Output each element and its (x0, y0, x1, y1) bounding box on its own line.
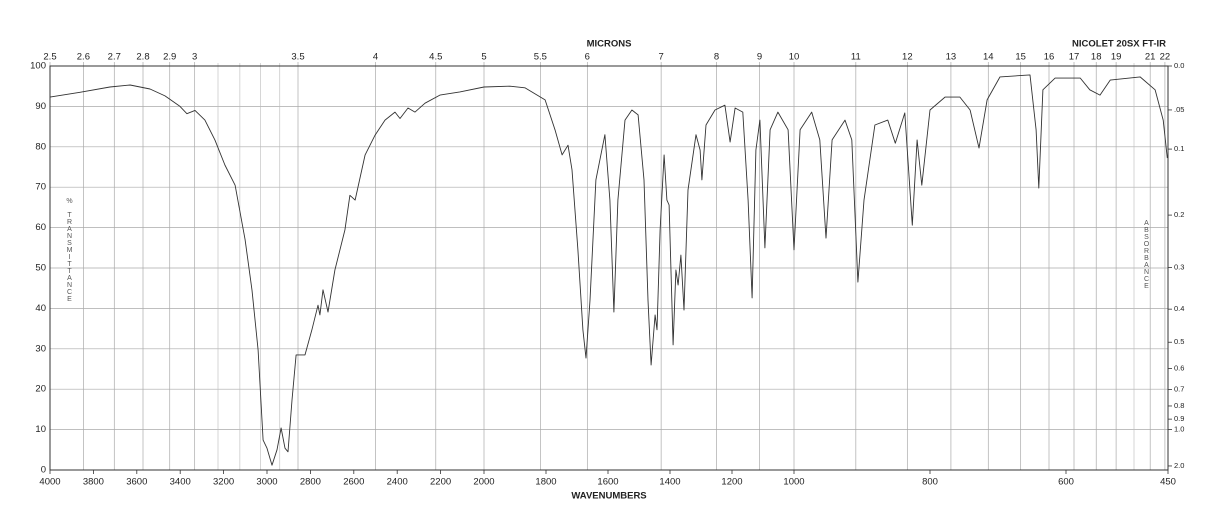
x2-tick-label: 19 (1111, 52, 1122, 63)
y-tick-label: 30 (35, 343, 46, 354)
y2-tick-label: 0.2 (1174, 210, 1184, 219)
x-tick-label: 2800 (300, 477, 321, 488)
x-tick-label: 4000 (39, 477, 60, 488)
x-tick-label: 1600 (597, 477, 618, 488)
y-tick-label: 40 (35, 303, 46, 314)
x2-axis-label: MICRONS (587, 39, 632, 50)
x2-tick-label: 2.5 (43, 52, 56, 63)
y-tick-label: 60 (35, 222, 46, 233)
y2-tick-label: 0.7 (1174, 384, 1184, 393)
x2-tick-label: 18 (1091, 52, 1102, 63)
x2-tick-label: 22 (1160, 52, 1171, 63)
x-tick-label: 3800 (83, 477, 104, 488)
y2-tick-label: 1.0 (1174, 425, 1184, 434)
y2-tick-label: .05 (1174, 105, 1184, 114)
y-tick-label: 80 (35, 141, 46, 152)
x-axis-label: WAVENUMBERS (571, 491, 646, 502)
y-axis-label: % TRANSMITTANCE (66, 198, 73, 303)
x-tick-label: 3600 (126, 477, 147, 488)
x2-tick-label: 21 (1145, 52, 1156, 63)
x2-tick-label: 11 (851, 52, 861, 63)
x2-tick-label: 10 (789, 52, 800, 63)
x2-tick-label: 6 (585, 52, 590, 63)
x-tick-label: 2400 (387, 477, 408, 488)
y2-axis-label: ABSORBANCE (1143, 220, 1150, 290)
x-tick-label: 3400 (170, 477, 191, 488)
x2-tick-label: 13 (946, 52, 957, 63)
x2-tick-label: 5 (481, 52, 486, 63)
x2-tick-label: 3 (192, 52, 197, 63)
x-tick-label: 2200 (430, 477, 451, 488)
x2-tick-label: 2.9 (163, 52, 176, 63)
y2-tick-label: 0.8 (1174, 401, 1184, 410)
y2-tick-label: 0.5 (1174, 337, 1184, 346)
y2-tick-label: 2.0 (1174, 461, 1184, 470)
y2-tick-label: 0.9 (1174, 414, 1184, 423)
x2-tick-label: 14 (983, 52, 994, 63)
x2-tick-label: 4 (373, 52, 378, 63)
y2-tick-label: 0.6 (1174, 364, 1184, 373)
plot-frame (49, 65, 1169, 471)
x-tick-label: 1000 (783, 477, 804, 488)
x2-tick-label: 16 (1044, 52, 1055, 63)
x2-tick-label: 2.8 (136, 52, 149, 63)
x2-tick-label: 15 (1015, 52, 1026, 63)
x-tick-label: 2600 (343, 477, 364, 488)
x-tick-label: 1800 (535, 477, 556, 488)
x2-tick-label: 4.5 (429, 52, 442, 63)
x2-tick-label: 2.6 (77, 52, 90, 63)
y2-tick-label: 0.1 (1174, 144, 1184, 153)
x-tick-label: 450 (1160, 477, 1176, 488)
x2-tick-label: 7 (658, 52, 663, 63)
x2-tick-label: 12 (902, 52, 913, 63)
chart-title: NICOLET 20SX FT-IR (1072, 39, 1166, 50)
y-tick-label: 50 (35, 263, 46, 274)
y-tick-label: 20 (35, 384, 46, 395)
x-tick-label: 1400 (659, 477, 680, 488)
x2-tick-label: 9 (757, 52, 762, 63)
y2-tick-label: 0.3 (1174, 263, 1184, 272)
spectrum-line (49, 74, 1168, 466)
y-tick-label: 70 (35, 182, 46, 193)
x-tick-label: 2000 (473, 477, 494, 488)
y-tick-label: 90 (35, 101, 46, 112)
x2-tick-label: 2.7 (108, 52, 121, 63)
y2-tick-label: 0.0 (1174, 61, 1184, 70)
x-tick-label: 3000 (256, 477, 277, 488)
y-tick-label: 10 (35, 424, 46, 435)
x2-tick-label: 8 (714, 52, 719, 63)
y-tick-label: 100 (30, 61, 46, 72)
x-tick-label: 3200 (213, 477, 234, 488)
x-tick-label: 1200 (721, 477, 742, 488)
x2-tick-label: 17 (1069, 52, 1080, 63)
y2-tick-label: 0.4 (1174, 304, 1184, 313)
x-tick-label: 800 (922, 477, 938, 488)
y-tick-label: 0 (41, 465, 46, 476)
x2-tick-label: 5.5 (534, 52, 547, 63)
x2-tick-label: 3.5 (291, 52, 304, 63)
x-tick-label: 600 (1058, 477, 1074, 488)
